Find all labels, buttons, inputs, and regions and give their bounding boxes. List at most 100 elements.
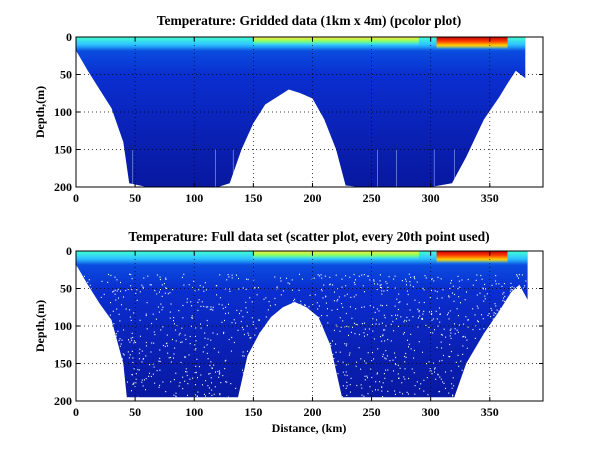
scatter-gap bbox=[282, 399, 283, 400]
scatter-gap bbox=[219, 297, 221, 299]
scatter-gap bbox=[96, 358, 98, 360]
scatter-gap bbox=[408, 343, 410, 345]
scatter-gap bbox=[380, 304, 382, 306]
scatter-gap bbox=[413, 357, 415, 359]
scatter-gap bbox=[348, 334, 349, 336]
scatter-gap bbox=[418, 301, 420, 304]
scatter-gap bbox=[342, 361, 344, 363]
scatter-gap bbox=[484, 295, 486, 297]
scatter-gap bbox=[492, 383, 494, 385]
scatter-gap bbox=[159, 357, 161, 359]
scatter-gap bbox=[94, 358, 96, 360]
x-tick-label: 300 bbox=[422, 405, 440, 419]
scatter-gap bbox=[353, 273, 355, 276]
scatter-gap bbox=[149, 372, 150, 374]
scatter-gap bbox=[317, 385, 319, 387]
scatter-gap bbox=[437, 325, 439, 327]
scatter-gap bbox=[367, 352, 369, 354]
scatter-gap bbox=[116, 308, 118, 310]
scatter-gap bbox=[516, 351, 518, 353]
scatter-gap bbox=[245, 307, 247, 309]
scatter-gap bbox=[146, 302, 148, 304]
scatter-gap bbox=[185, 338, 187, 340]
scatter-gap bbox=[236, 309, 238, 311]
scatter-gap bbox=[211, 367, 213, 369]
scatter-gap bbox=[457, 354, 459, 356]
scatter-gap bbox=[162, 306, 164, 308]
scatter-gap bbox=[235, 387, 237, 389]
plot-area bbox=[76, 37, 543, 187]
scatter-gap bbox=[350, 377, 352, 379]
scatter-gap bbox=[274, 304, 276, 306]
scatter-gap bbox=[105, 362, 107, 364]
scatter-gap bbox=[147, 275, 149, 277]
scatter-gap bbox=[417, 326, 419, 328]
scatter-gap bbox=[352, 326, 353, 328]
scatter-gap bbox=[286, 311, 288, 313]
scatter-gap bbox=[179, 332, 181, 334]
scatter-gap bbox=[210, 339, 212, 341]
scatter-gap bbox=[414, 385, 416, 387]
scatter-gap bbox=[485, 339, 487, 341]
scatter-gap bbox=[377, 283, 379, 285]
scatter-gap bbox=[509, 352, 511, 354]
scatter-gap bbox=[214, 386, 216, 388]
scatter-gap bbox=[202, 384, 203, 386]
scatter-gap bbox=[434, 368, 436, 370]
scatter-gap bbox=[101, 398, 102, 399]
scatter-gap bbox=[318, 316, 320, 319]
scatter-gap bbox=[348, 363, 349, 365]
scatter-gap bbox=[242, 316, 244, 318]
scatter-gap bbox=[176, 325, 178, 327]
scatter-gap bbox=[469, 396, 471, 398]
scatter-gap bbox=[387, 369, 389, 371]
scatter-gap bbox=[256, 357, 258, 359]
scatter-gap bbox=[211, 389, 213, 391]
scatter-gap bbox=[215, 371, 216, 373]
scatter-gap bbox=[515, 343, 517, 345]
scatter-gap bbox=[472, 308, 474, 310]
scatter-gap bbox=[482, 372, 484, 374]
scatter-gap bbox=[135, 378, 137, 380]
scatter-gap bbox=[495, 328, 497, 330]
scatter-gap bbox=[165, 391, 167, 393]
scatter-gap bbox=[386, 355, 388, 357]
scatter-gap bbox=[457, 275, 459, 277]
scatter-gap bbox=[88, 373, 90, 376]
scatter-gap bbox=[361, 306, 363, 308]
scatter-gap bbox=[515, 392, 516, 394]
scatter-gap bbox=[274, 366, 276, 368]
scatter-gap bbox=[242, 355, 244, 357]
scatter-gap bbox=[501, 341, 503, 343]
scatter-gap bbox=[98, 368, 100, 370]
scatter-gap bbox=[438, 391, 440, 393]
scatter-gap bbox=[253, 394, 255, 397]
scatter-gap bbox=[342, 371, 344, 373]
scatter-gap bbox=[224, 360, 226, 362]
scatter-gap bbox=[488, 313, 490, 315]
scatter-gap bbox=[172, 338, 173, 341]
scatter-gap bbox=[473, 365, 475, 367]
scatter-gap bbox=[212, 306, 214, 308]
scatter-gap bbox=[139, 348, 141, 350]
scatter-gap bbox=[441, 347, 443, 349]
scatter-gap bbox=[326, 315, 328, 317]
scatter-gap bbox=[346, 374, 348, 377]
scatter-gap bbox=[371, 323, 373, 325]
scatter-gap bbox=[187, 383, 189, 385]
scatter-gap bbox=[220, 382, 222, 384]
scatter-gap bbox=[333, 357, 335, 360]
scatter-gap bbox=[383, 373, 385, 375]
scatter-gap bbox=[499, 382, 501, 384]
scatter-gap bbox=[364, 328, 366, 330]
scatter-gap bbox=[521, 320, 523, 322]
scatter-gap bbox=[377, 348, 379, 350]
scatter-gap bbox=[120, 281, 121, 284]
scatter-gap bbox=[342, 306, 344, 308]
scatter-gap bbox=[476, 274, 478, 276]
scatter-gap bbox=[322, 380, 324, 382]
scatter-gap bbox=[93, 382, 95, 384]
scatter-gap bbox=[448, 296, 450, 298]
scatter-gap bbox=[376, 308, 378, 310]
scatter-gap bbox=[458, 365, 460, 367]
